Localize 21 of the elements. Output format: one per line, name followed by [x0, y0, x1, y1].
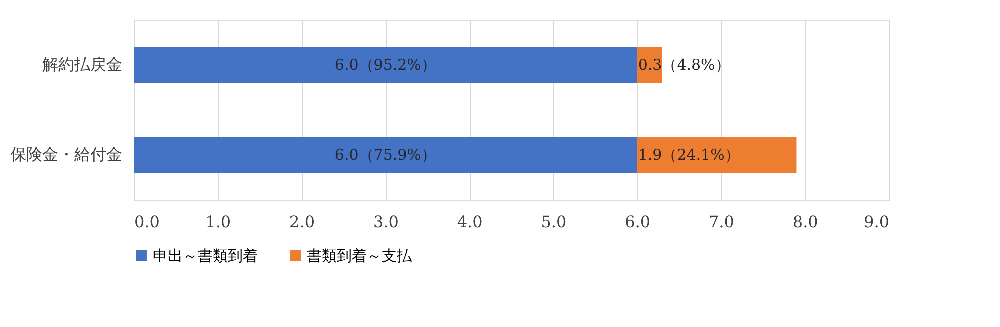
y-tick-label: 解約払戻金	[42, 55, 122, 74]
x-tick-label: 2.0	[290, 212, 316, 232]
data-label: 6.0（95.2%）	[334, 56, 436, 74]
x-tick-label: 3.0	[373, 212, 399, 232]
x-tick-label: 6.0	[625, 212, 651, 232]
x-tick-label: 9.0	[864, 212, 890, 232]
x-tick-label: 1.0	[206, 212, 232, 232]
data-label: 6.0（75.9%）	[334, 146, 436, 164]
legend-label: 申出～書類到着	[153, 246, 258, 265]
bar	[134, 137, 638, 173]
legend-label: 書類到着～支払	[307, 246, 413, 265]
x-tick-label: 4.0	[457, 212, 483, 232]
data-label: 1.9（24.1%）	[638, 146, 740, 164]
x-tick-label: 0.0	[134, 212, 160, 232]
x-tick-label: 7.0	[708, 212, 734, 232]
bar	[134, 47, 638, 83]
y-tick-label: 保険金・給付金	[10, 145, 122, 164]
x-tick-label: 8.0	[792, 212, 818, 232]
data-label: 0.3（4.8%）	[638, 56, 730, 74]
x-tick-label: 5.0	[541, 212, 567, 232]
bar	[637, 137, 797, 173]
